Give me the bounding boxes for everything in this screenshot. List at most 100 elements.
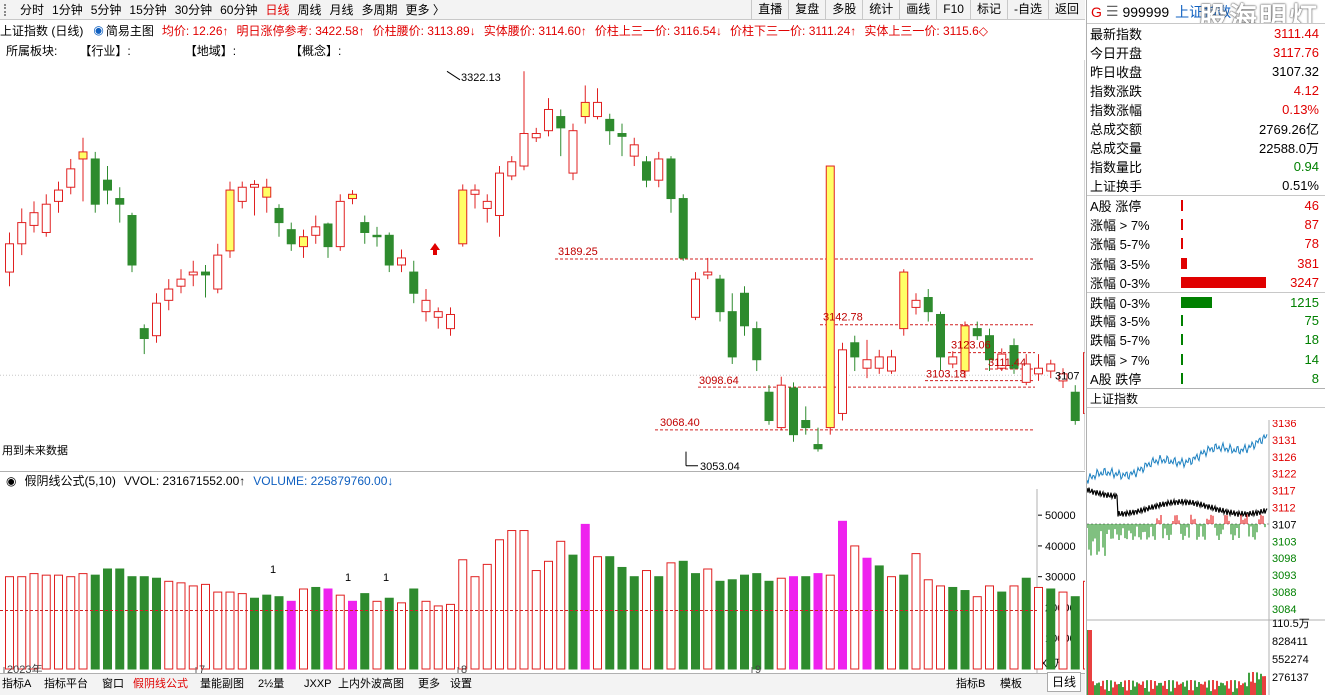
candle <box>1070 391 1080 422</box>
toolbar-button[interactable]: 统计 <box>862 0 899 20</box>
candle <box>495 172 504 217</box>
indicator-tab[interactable]: 指标A <box>2 678 32 690</box>
period-tab[interactable]: 周线 <box>297 2 322 17</box>
toolbar-button[interactable]: F10 <box>936 0 970 20</box>
chart-mode-icon[interactable]: ◉ <box>93 23 104 37</box>
mini-price-tick: 3117 <box>1272 486 1296 498</box>
formula-icon[interactable]: ◉ <box>6 473 17 488</box>
day-period-button[interactable]: 日线 <box>1047 672 1082 692</box>
mini-price-tick: 3098 <box>1272 553 1296 565</box>
period-tab[interactable]: 60分钟 <box>220 2 258 17</box>
toolbar-button[interactable]: -自选 <box>1006 0 1048 20</box>
candle <box>470 189 480 195</box>
volume-bar <box>421 600 431 670</box>
indicator-tab[interactable]: 2½量 <box>258 678 285 690</box>
period-tab[interactable]: 5分钟 <box>90 2 122 17</box>
breadth-label: A股 涨停 <box>1090 199 1142 215</box>
period-tab[interactable]: 分时 <box>20 2 45 17</box>
volume-bar <box>446 603 455 670</box>
volume-bar <box>1046 588 1056 670</box>
toolbar-grip-icon[interactable] <box>4 3 12 16</box>
candle <box>727 311 737 358</box>
body-upper-third-price: 实体上三一价: 3115.6◇ <box>864 23 989 38</box>
candle <box>139 328 149 340</box>
volume-bar <box>384 597 394 670</box>
candle <box>1034 367 1043 375</box>
period-tab[interactable]: 月线 <box>329 2 354 17</box>
period-tab[interactable]: 1分钟 <box>52 2 83 17</box>
period-tab[interactable]: 日线 <box>265 2 290 17</box>
candlestick-chart[interactable]: 3322.13 3053.04 3189.25 3142.78 3123.06 3111.… <box>0 60 1085 470</box>
volume-bar <box>17 576 27 670</box>
volume-bar <box>617 566 627 670</box>
sector-label: 所属板块: <box>6 44 58 58</box>
stat-label: 指数涨跌 <box>1090 84 1143 99</box>
volume-bar <box>225 591 235 670</box>
signal-mark: 1 <box>383 572 389 584</box>
indicator-tab[interactable]: 窗口 <box>102 678 124 690</box>
stat-label: 最新指数 <box>1090 27 1143 42</box>
period-tab[interactable]: 30分钟 <box>174 2 213 17</box>
breadth-row: A股 跌停 8 <box>1087 369 1325 388</box>
chart-mode-label[interactable]: 简易主图 <box>105 23 154 38</box>
breadth-bar <box>1181 219 1183 231</box>
breadth-bar <box>1181 257 1188 269</box>
volume-bar <box>899 574 909 670</box>
stat-row: 指数涨幅 0.13% <box>1087 100 1325 119</box>
indicator-tab[interactable]: 更多 <box>418 678 440 690</box>
candle <box>1046 363 1056 372</box>
indicator-tab[interactable]: 上内外波高图 <box>338 678 404 690</box>
candle <box>41 203 51 233</box>
period-tab[interactable]: 多周期 <box>361 2 398 17</box>
breadth-label: 涨幅 3-5% <box>1090 256 1150 272</box>
indicator-tab-right[interactable]: 模板 <box>1000 678 1022 690</box>
candle <box>409 271 419 294</box>
quote-stats: 最新指数 3111.44 今日开盘 3117.76 昨日收盘 3107.32 指数涨跌 4.1… <box>1087 24 1325 195</box>
lower-third-price: 价柱下三一价: 3111.24↑ <box>730 23 857 38</box>
volume-bar <box>103 568 112 670</box>
indicator-tab[interactable]: 量能副图 <box>200 678 244 690</box>
toolbar-right-buttons: 直播 复盘 多股 统计 画线 F10 标记 -自选 返回 <box>751 0 1085 20</box>
volume-bar <box>1083 580 1085 670</box>
indicator-tab[interactable]: 假阴线公式 <box>133 678 188 690</box>
candle <box>127 215 137 266</box>
volume-bar <box>838 520 847 670</box>
toolbar-button[interactable]: 返回 <box>1047 0 1085 20</box>
candle <box>360 222 370 233</box>
volume-chart[interactable]: 5000040000300002000010000X1万1112023年789 <box>0 489 1085 675</box>
breadth-bar <box>1181 238 1183 250</box>
candle <box>642 161 651 181</box>
volume-bar <box>948 586 958 670</box>
candle <box>715 278 725 313</box>
month-label: 9 <box>755 664 761 675</box>
toolbar-button[interactable]: 多股 <box>825 0 862 20</box>
menu-icon[interactable]: ☰ <box>1105 3 1119 19</box>
sector-industry[interactable]: 【行业】: <box>79 44 131 58</box>
volume-bar <box>960 590 970 670</box>
candle <box>66 168 76 188</box>
toolbar-button[interactable]: 标记 <box>969 0 1007 20</box>
right-price-label: 3107 <box>1055 370 1079 382</box>
sector-region[interactable]: 【地域】: <box>184 44 237 58</box>
stat-label: 总成交量 <box>1090 141 1143 156</box>
indicator-tab[interactable]: 指标平台 <box>44 678 88 690</box>
sector-concept[interactable]: 【概念】: <box>290 44 342 58</box>
mini-price-tick: 3093 <box>1272 570 1296 582</box>
candle <box>654 158 664 181</box>
mini-avg-line <box>1087 487 1268 518</box>
period-tab[interactable]: 更多 〉 <box>405 2 445 17</box>
candle <box>421 299 431 313</box>
toolbar-button[interactable]: 画线 <box>899 0 936 20</box>
indicator-tab-right[interactable]: 指标B <box>956 678 986 690</box>
indicator-tab[interactable]: JXXP <box>304 678 332 690</box>
volume-formula[interactable]: 假阴线公式(5,10) <box>24 474 116 488</box>
period-tab[interactable]: 15分钟 <box>129 2 167 17</box>
indicator-tab[interactable]: 设置 <box>450 678 472 690</box>
intraday-mini-chart[interactable]: 3136 3131 3126 3122 3117 3112 3107 3103 3098 3093… <box>1087 420 1325 695</box>
toolbar-button[interactable]: 直播 <box>751 0 788 20</box>
toolbar-button[interactable]: 复盘 <box>788 0 825 20</box>
stat-row: 上证换手 0.51% <box>1087 176 1325 195</box>
candle <box>176 278 186 287</box>
stat-value: 2769.26亿 <box>1259 122 1319 137</box>
volume-bar <box>764 580 774 670</box>
